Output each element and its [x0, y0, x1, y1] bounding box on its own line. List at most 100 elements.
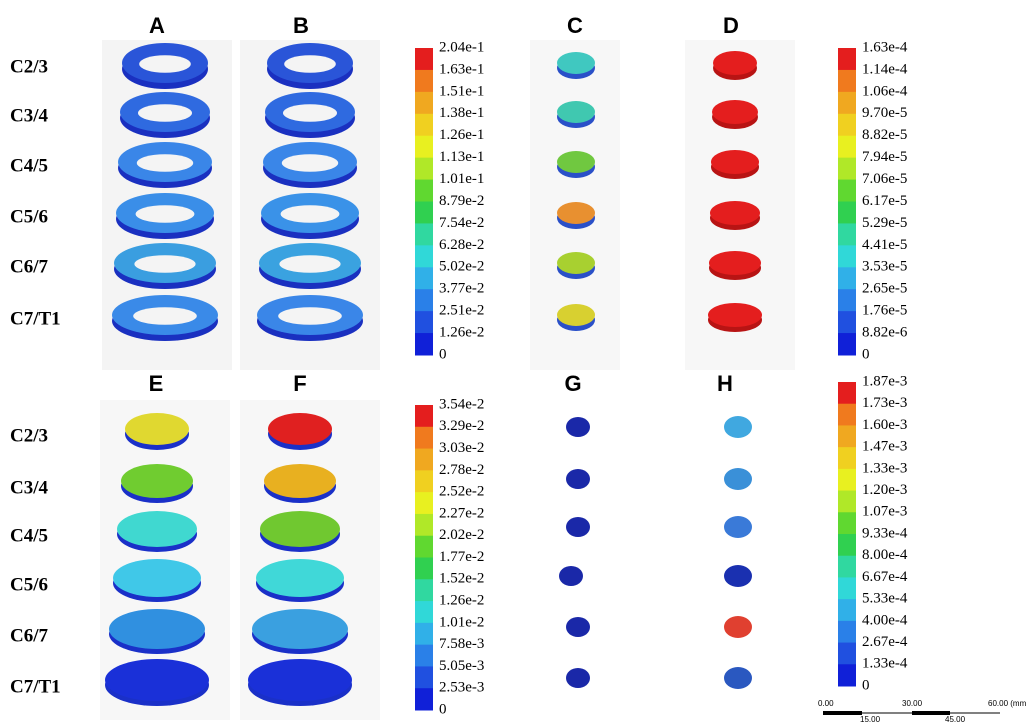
disc: [709, 251, 761, 275]
panel-label: H: [717, 371, 733, 396]
disc: [724, 468, 752, 490]
disc: [708, 303, 762, 327]
colorbar-label: 1.01e-2: [439, 614, 484, 630]
colorbar-swatch: [838, 643, 856, 665]
colorbar-label: 3.54e-2: [439, 396, 484, 412]
scale-label: 30.00: [902, 699, 923, 708]
level-label: C7/T1: [10, 676, 61, 697]
level-label: C3/4: [10, 477, 49, 498]
colorbar-swatch: [415, 114, 433, 136]
disc: [724, 416, 752, 438]
colorbar-swatch: [838, 512, 856, 534]
colorbar-label: 5.02e-2: [439, 259, 484, 275]
colorbar-label: 1.07e-3: [862, 504, 907, 520]
panel-label: D: [723, 13, 739, 38]
disc: [248, 659, 352, 701]
colorbar-swatch: [415, 202, 433, 224]
colorbar-swatch: [838, 48, 856, 70]
colorbar-label: 2.27e-2: [439, 505, 484, 521]
scale-label: 15.00: [860, 715, 881, 724]
colorbar-label: 1.26e-2: [439, 325, 484, 341]
level-label: C6/7: [10, 256, 49, 277]
colorbar-swatch: [415, 180, 433, 202]
disc: [710, 201, 760, 225]
colorbar-label: 6.17e-5: [862, 193, 907, 209]
disc: [109, 609, 205, 649]
colorbar-label: 1.87e-3: [862, 373, 907, 389]
disc: [256, 559, 344, 597]
disc: [566, 417, 590, 437]
colorbar-label: 5.29e-5: [862, 215, 907, 231]
colorbar-swatch: [838, 599, 856, 621]
scale-label: 45.00: [945, 715, 966, 724]
colorbar-swatch: [415, 536, 433, 558]
disc: [559, 566, 583, 586]
colorbar-label: 7.54e-2: [439, 215, 484, 231]
colorbar-swatch: [415, 492, 433, 514]
colorbar-label: 1.47e-3: [862, 439, 907, 455]
colorbar-label: 5.05e-3: [439, 658, 484, 674]
colorbar-label: 3.77e-2: [439, 281, 484, 297]
colorbar-swatch: [838, 491, 856, 513]
disc: [557, 52, 595, 74]
scale-label: 60.00 (mm: [988, 699, 1027, 708]
disc-hole: [284, 55, 336, 73]
colorbar-label: 2.04e-1: [439, 39, 484, 55]
colorbar-swatch: [415, 333, 433, 355]
colorbar-swatch: [838, 180, 856, 202]
colorbar-label: 1.60e-3: [862, 417, 907, 433]
colorbar-label: 3.53e-5: [862, 259, 907, 275]
level-label: C6/7: [10, 625, 49, 646]
colorbar-label: 1.63e-4: [862, 39, 908, 55]
colorbar-swatch: [415, 666, 433, 688]
colorbar-label: 2.51e-2: [439, 303, 484, 319]
disc: [566, 469, 590, 489]
disc: [711, 150, 759, 174]
colorbar-label: 1.52e-2: [439, 571, 484, 587]
colorbar-swatch: [415, 579, 433, 601]
disc: [557, 252, 595, 274]
panel-label: C: [567, 13, 583, 38]
colorbar-swatch: [838, 404, 856, 426]
level-label: C2/3: [10, 425, 48, 446]
panel-label: F: [293, 371, 306, 396]
colorbar-swatch: [415, 645, 433, 667]
scale-label: 0.00: [818, 699, 834, 708]
disc-hole: [282, 154, 338, 172]
colorbar-swatch: [838, 114, 856, 136]
disc: [724, 516, 752, 538]
disc-hole: [138, 104, 192, 122]
colorbar-swatch: [838, 202, 856, 224]
colorbar-label: 9.70e-5: [862, 105, 907, 121]
colorbar-label: 1.73e-3: [862, 395, 907, 411]
colorbar-label: 2.78e-2: [439, 462, 484, 478]
colorbar-swatch: [415, 601, 433, 623]
disc: [268, 413, 332, 445]
colorbar-swatch: [415, 223, 433, 245]
colorbar-label: 1.26e-1: [439, 127, 484, 143]
level-label: C4/5: [10, 525, 48, 546]
colorbar-label: 0: [439, 701, 447, 717]
colorbar-label: 4.41e-5: [862, 237, 907, 253]
colorbar-label: 1.01e-1: [439, 171, 484, 187]
colorbar-label: 7.06e-5: [862, 171, 907, 187]
colorbar-swatch: [838, 136, 856, 158]
disc: [252, 609, 348, 649]
colorbar-label: 2.53e-3: [439, 680, 484, 696]
disc: [557, 304, 595, 326]
colorbar-swatch: [838, 70, 856, 92]
level-label: C5/6: [10, 206, 48, 227]
colorbar-label: 0: [439, 346, 447, 362]
colorbar-swatch: [838, 289, 856, 311]
disc: [264, 464, 336, 498]
disc: [713, 51, 757, 75]
panel-label: G: [564, 371, 581, 396]
colorbar-label: 8.79e-2: [439, 193, 484, 209]
colorbar-swatch: [838, 92, 856, 114]
disc-hole: [136, 205, 195, 223]
colorbar-label: 0: [862, 346, 870, 362]
colorbar-label: 8.00e-4: [862, 547, 908, 563]
disc-hole: [279, 255, 340, 273]
colorbar-swatch: [415, 70, 433, 92]
colorbar-swatch: [415, 92, 433, 114]
